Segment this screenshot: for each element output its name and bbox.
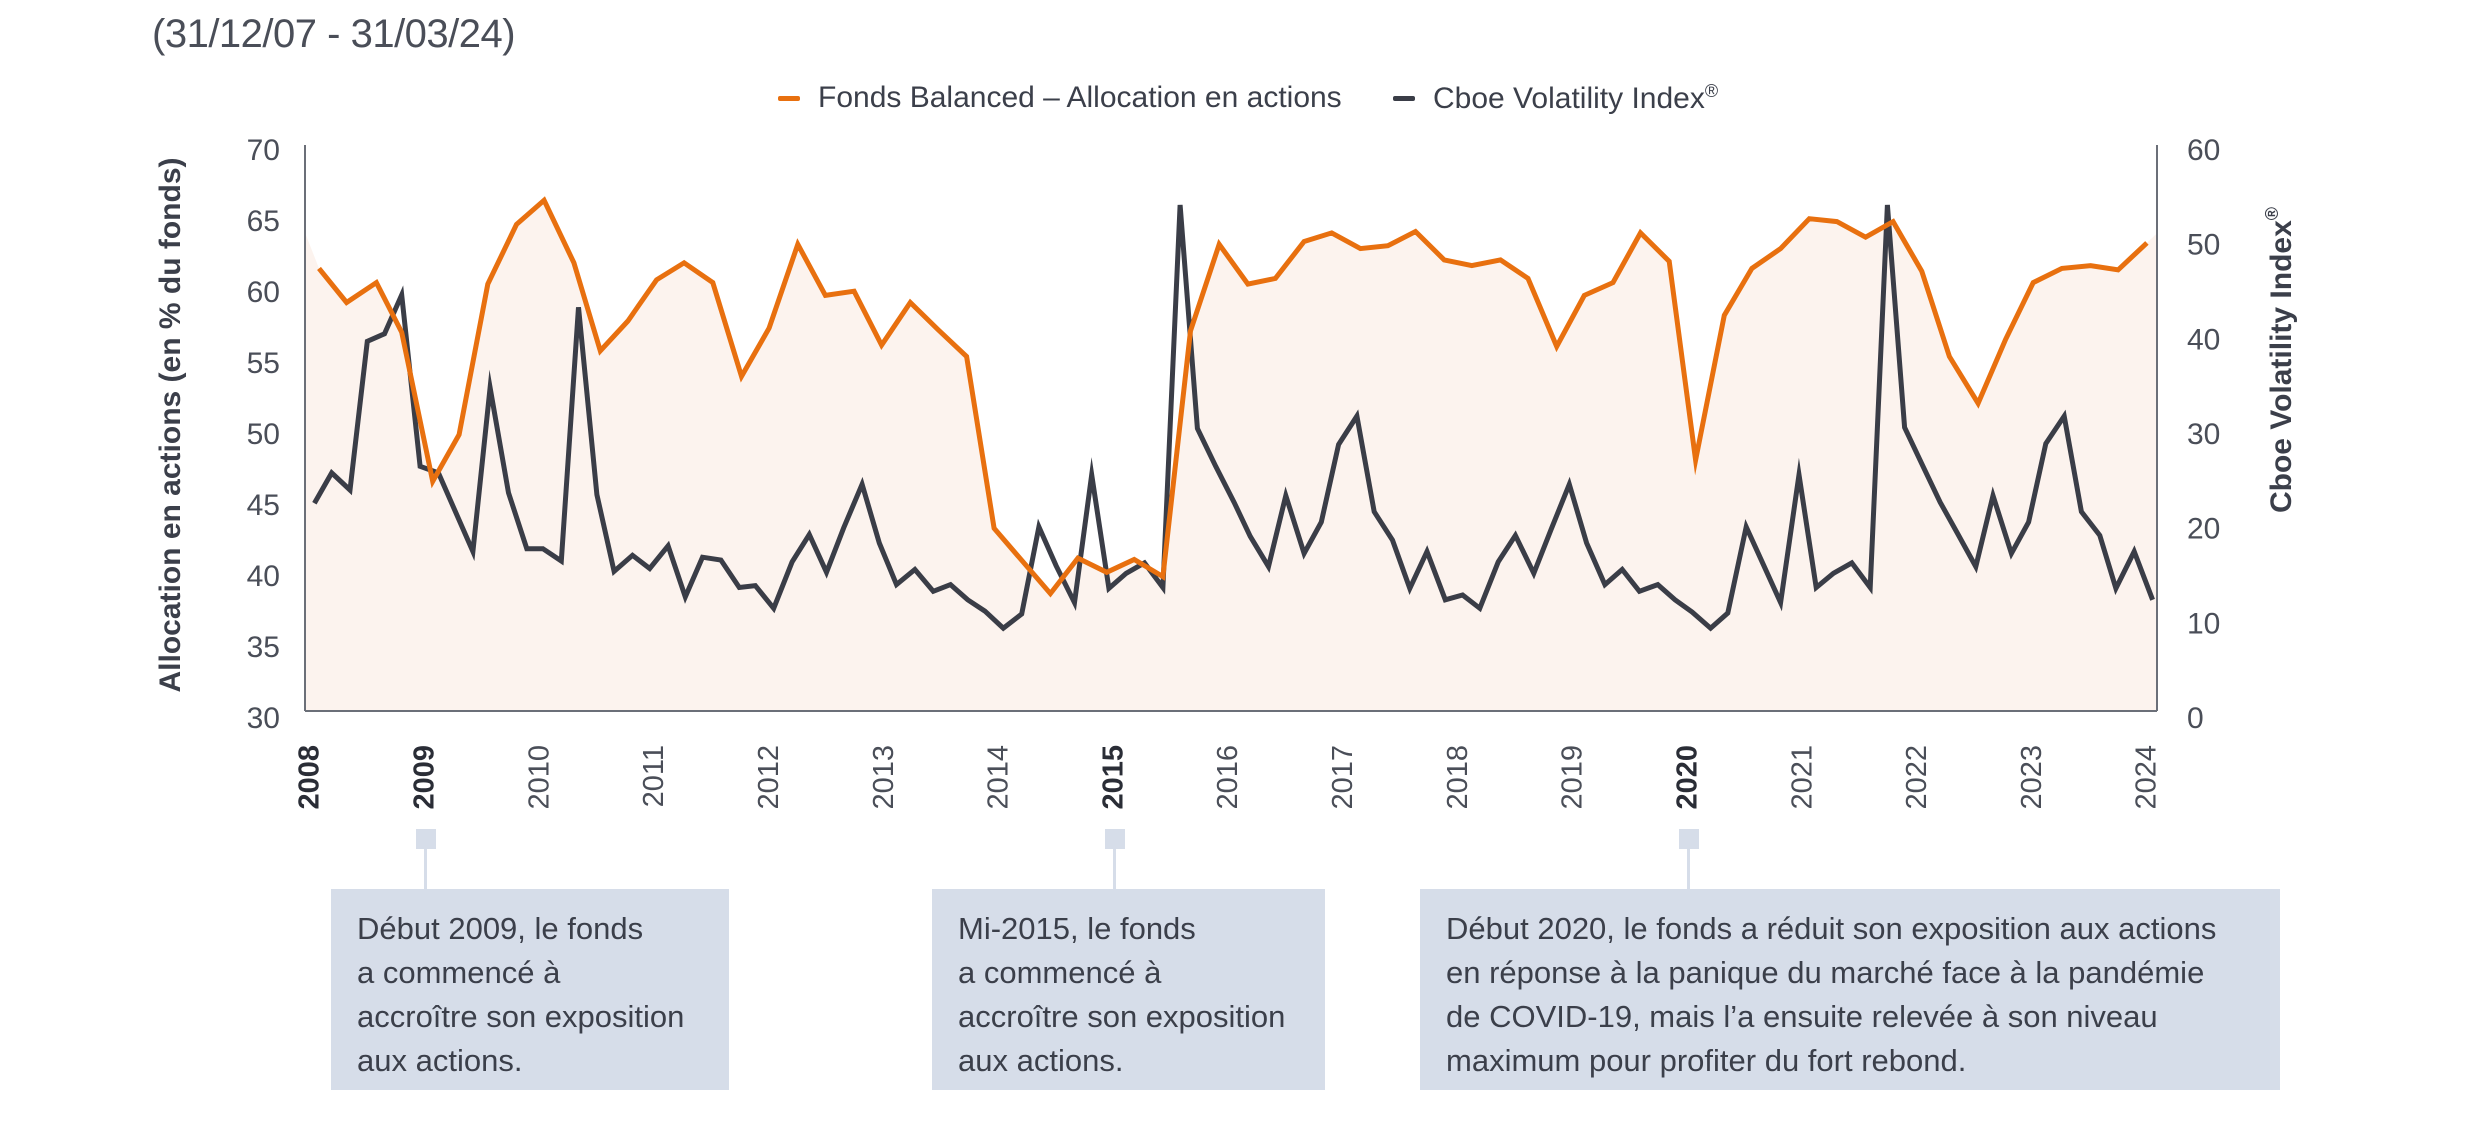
right-axis-title: Cboe Volatility Index® — [2262, 207, 2298, 513]
annotation-text-line: accroître son exposition — [357, 999, 685, 1034]
annotation-text-line: accroître son exposition — [958, 999, 1286, 1034]
x-tick-label: 2023 — [2016, 745, 2048, 810]
legend-label-vix: Cboe Volatility Index® — [1433, 81, 1718, 116]
annotation-text-line: a commencé à — [357, 955, 561, 990]
annotation-text-line: a commencé à — [958, 955, 1162, 990]
x-tick-label: 2014 — [983, 745, 1015, 810]
legend-item-fund: Fonds Balanced – Allocation en actions — [778, 80, 1342, 116]
annotation-text-line: maximum pour profiter du fort rebond. — [1446, 1043, 1967, 1078]
left-tick-label: 35 — [247, 631, 280, 664]
left-tick-label: 65 — [247, 205, 280, 238]
x-tick-label: 2022 — [1901, 745, 1933, 810]
annotation-text-line: de COVID-19, mais l’a ensuite relevée à … — [1446, 999, 2158, 1034]
annotation-connector — [1113, 849, 1117, 889]
right-tick-label: 20 — [2187, 513, 2220, 546]
x-tick-label: 2012 — [753, 745, 785, 810]
registered-mark: ® — [1704, 80, 1719, 101]
x-tick-label: 2016 — [1212, 745, 1244, 810]
legend-item-vix: Cboe Volatility Index® — [1393, 80, 1718, 116]
annotation-text-line: Début 2009, le fonds — [357, 911, 644, 946]
annotation-marker-icon — [415, 829, 436, 849]
fund-series-layer — [317, 196, 2149, 598]
annotation-text-line: Début 2020, le fonds a réduit son exposi… — [1446, 911, 2217, 946]
x-tick-label: 2021 — [1786, 745, 1818, 810]
annotation-text-line: aux actions. — [357, 1043, 523, 1078]
right-axis-title-text: Cboe Volatility Index — [2265, 220, 2298, 513]
right-tick-label: 0 — [2187, 702, 2204, 735]
annotation-text-line: en réponse à la panique du marché face à… — [1446, 955, 2205, 990]
annotation-marker-icon — [1678, 829, 1699, 849]
right-tick-label: 10 — [2187, 607, 2220, 640]
annotation-marker-icon — [1104, 829, 1125, 849]
right-tick-label: 50 — [2187, 229, 2220, 262]
vix-series-layer — [312, 204, 2155, 632]
fund-area-fill-layer — [305, 200, 2157, 712]
legend-swatch-vix-icon — [1393, 95, 1415, 101]
left-tick-label: 40 — [247, 560, 280, 593]
chart-subtitle: (31/12/07 - 31/03/24) — [152, 12, 516, 56]
x-tick-label: 2008 — [294, 745, 326, 810]
left-axis-title: Allocation en actions (en % du fonds) — [154, 157, 187, 692]
x-tick-label: 2020 — [1671, 745, 1703, 810]
right-axis-title-registered: ® — [2262, 207, 2282, 220]
vix-line — [312, 204, 2155, 632]
x-tick-label: 2017 — [1327, 745, 1359, 810]
legend-label-vix-text: Cboe Volatility Index — [1433, 81, 1705, 115]
annotation-connector — [424, 849, 428, 889]
x-tick-label: 2024 — [2131, 745, 2163, 810]
x-tick-label: 2010 — [523, 745, 555, 810]
left-tick-label: 70 — [247, 134, 280, 167]
x-tick-label: 2009 — [408, 745, 440, 810]
right-tick-label: 40 — [2187, 323, 2220, 356]
x-tick-label: 2018 — [1442, 745, 1474, 810]
right-tick-label: 60 — [2187, 134, 2220, 167]
axes-layer — [304, 145, 2158, 712]
x-tick-label: 2013 — [868, 745, 900, 810]
annotation-callout: Début 2009, le fonds a commencé à accroîtr… — [331, 889, 729, 1090]
annotation-text-line: aux actions. — [958, 1043, 1124, 1078]
legend-label-fund: Fonds Balanced – Allocation en actions — [818, 81, 1342, 114]
ticks-layer: 30 35 40 45 50 55 60 65 70 0 10 20 30 40 50 60 2008 2009 2… — [247, 134, 2221, 810]
legend-swatch-fund-icon — [778, 95, 800, 101]
left-tick-label: 30 — [247, 702, 280, 735]
x-tick-label: 2019 — [1557, 745, 1589, 810]
annotation-callout: Mi-2015, le fonds a commencé à accroître s… — [932, 889, 1325, 1090]
left-tick-label: 55 — [247, 347, 280, 380]
left-tick-label: 50 — [247, 418, 280, 451]
x-tick-label: 2011 — [638, 745, 670, 807]
left-tick-label: 45 — [247, 489, 280, 522]
right-tick-label: 30 — [2187, 418, 2220, 451]
x-tick-label: 2015 — [1097, 745, 1129, 810]
fund-area-fill — [305, 200, 2157, 712]
left-tick-label: 60 — [247, 276, 280, 309]
annotation-connector — [1687, 849, 1691, 889]
annotation-text-line: Mi-2015, le fonds — [958, 911, 1196, 946]
annotation-callout: Début 2020, le fonds a réduit son exposi… — [1420, 889, 2280, 1090]
